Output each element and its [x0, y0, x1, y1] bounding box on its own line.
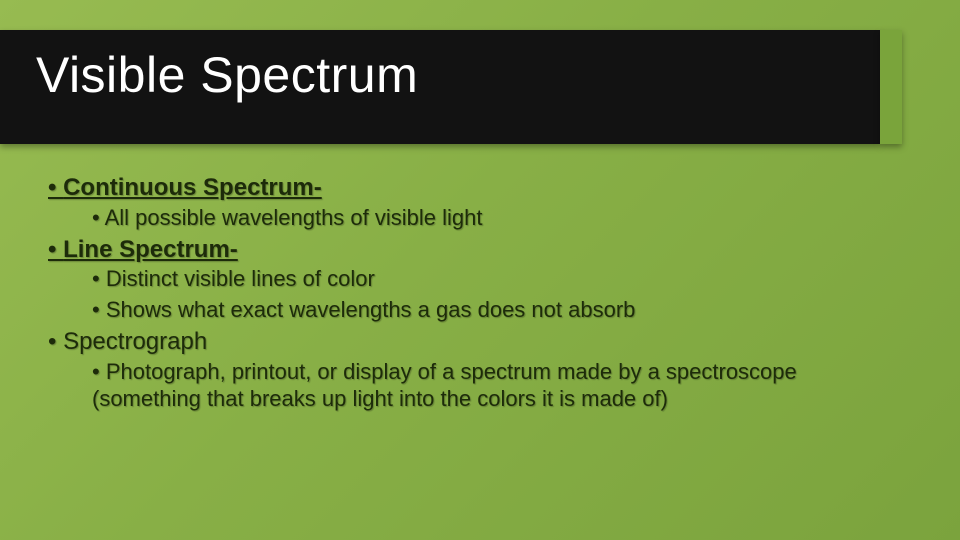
point-line-sub1: Distinct visible lines of color: [92, 266, 872, 293]
point-spectrograph-sub1: Photograph, printout, or display of a sp…: [92, 359, 872, 413]
point-line-sub2: Shows what exact wavelengths a gas does …: [92, 297, 872, 324]
slide-body: Continuous Spectrum- All possible wavele…: [48, 170, 900, 417]
point-continuous-sub1: All possible wavelengths of visible ligh…: [92, 205, 872, 232]
title-accent-strip: [880, 30, 902, 144]
heading-continuous-spectrum: Continuous Spectrum-: [48, 174, 900, 203]
heading-line-spectrum: Line Spectrum-: [48, 236, 900, 265]
heading-spectrograph: Spectrograph: [48, 328, 900, 357]
slide-title: Visible Spectrum: [36, 46, 418, 104]
slide: Visible Spectrum Continuous Spectrum- Al…: [0, 0, 960, 540]
